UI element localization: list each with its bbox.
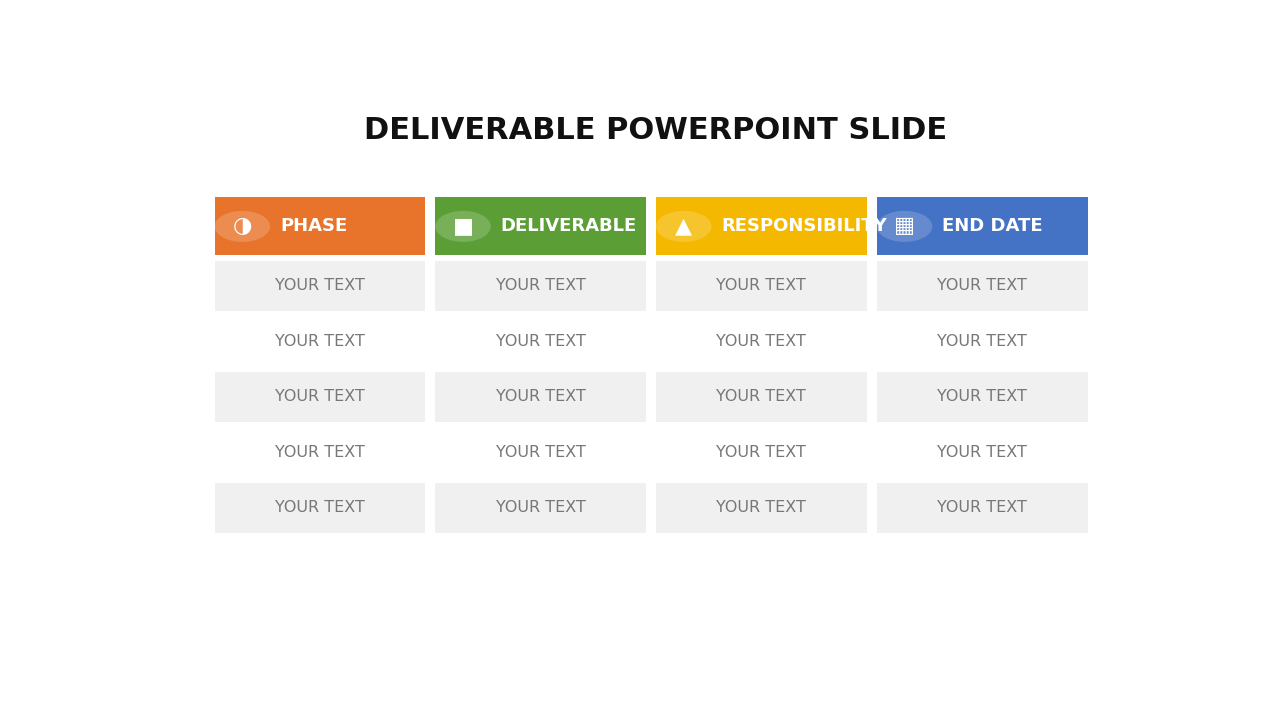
Text: YOUR TEXT: YOUR TEXT [717,445,806,460]
Text: PHASE: PHASE [280,217,347,235]
FancyBboxPatch shape [657,428,867,477]
FancyBboxPatch shape [215,428,425,477]
Text: YOUR TEXT: YOUR TEXT [937,500,1027,516]
Text: YOUR TEXT: YOUR TEXT [717,279,806,294]
Circle shape [657,211,712,242]
Text: YOUR TEXT: YOUR TEXT [275,445,365,460]
Text: YOUR TEXT: YOUR TEXT [717,500,806,516]
FancyBboxPatch shape [215,483,425,533]
Circle shape [877,211,932,242]
Text: ▦: ▦ [893,217,915,236]
FancyBboxPatch shape [435,317,646,366]
FancyBboxPatch shape [657,483,867,533]
Text: END DATE: END DATE [942,217,1043,235]
Text: YOUR TEXT: YOUR TEXT [937,445,1027,460]
Text: YOUR TEXT: YOUR TEXT [495,334,586,349]
FancyBboxPatch shape [435,483,646,533]
FancyBboxPatch shape [877,197,1088,256]
FancyBboxPatch shape [435,197,646,256]
Text: YOUR TEXT: YOUR TEXT [495,390,586,405]
Text: DELIVERABLE POWERPOINT SLIDE: DELIVERABLE POWERPOINT SLIDE [365,116,947,145]
FancyBboxPatch shape [215,197,425,256]
Text: YOUR TEXT: YOUR TEXT [495,279,586,294]
Text: YOUR TEXT: YOUR TEXT [937,279,1027,294]
FancyBboxPatch shape [215,317,425,366]
Text: YOUR TEXT: YOUR TEXT [275,500,365,516]
FancyBboxPatch shape [215,372,425,422]
Text: YOUR TEXT: YOUR TEXT [275,334,365,349]
FancyBboxPatch shape [877,317,1088,366]
FancyBboxPatch shape [435,261,646,311]
Text: YOUR TEXT: YOUR TEXT [937,334,1027,349]
Text: YOUR TEXT: YOUR TEXT [275,279,365,294]
Text: YOUR TEXT: YOUR TEXT [717,334,806,349]
Text: YOUR TEXT: YOUR TEXT [937,390,1027,405]
Circle shape [435,211,490,242]
Text: RESPONSIBILITY: RESPONSIBILITY [722,217,887,235]
Text: YOUR TEXT: YOUR TEXT [275,390,365,405]
Text: YOUR TEXT: YOUR TEXT [717,390,806,405]
Text: YOUR TEXT: YOUR TEXT [495,500,586,516]
FancyBboxPatch shape [215,261,425,311]
Text: YOUR TEXT: YOUR TEXT [495,445,586,460]
FancyBboxPatch shape [657,261,867,311]
FancyBboxPatch shape [435,428,646,477]
FancyBboxPatch shape [877,428,1088,477]
FancyBboxPatch shape [877,261,1088,311]
FancyBboxPatch shape [657,372,867,422]
FancyBboxPatch shape [877,372,1088,422]
Text: ◑: ◑ [233,217,252,236]
FancyBboxPatch shape [657,197,867,256]
FancyBboxPatch shape [877,483,1088,533]
Text: ▲: ▲ [676,217,692,236]
FancyBboxPatch shape [657,317,867,366]
Text: DELIVERABLE: DELIVERABLE [500,217,637,235]
FancyBboxPatch shape [435,372,646,422]
Circle shape [215,211,270,242]
Text: ■: ■ [453,217,474,236]
